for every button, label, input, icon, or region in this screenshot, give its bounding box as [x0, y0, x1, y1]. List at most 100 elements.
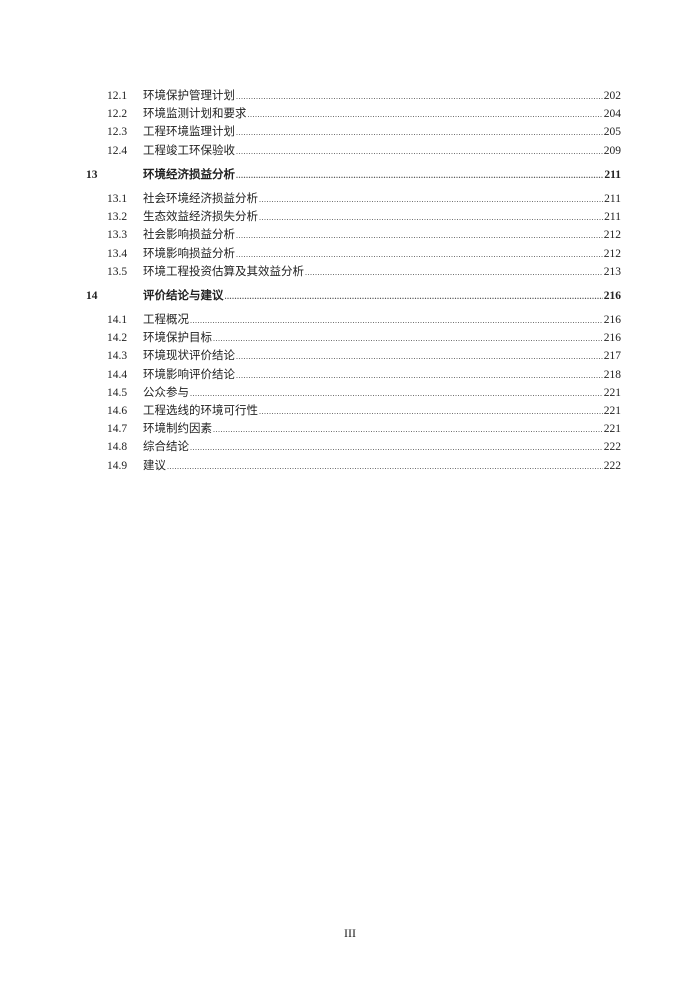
toc-chapter-entry[interactable]: 14 评价结论与建议...............................…	[86, 287, 621, 305]
toc-entry-page: 212	[603, 229, 621, 242]
toc-dot-leader: ........................................…	[190, 443, 603, 453]
toc-entry-number: 13.5	[107, 265, 128, 278]
toc-entry-page: 205	[603, 126, 621, 139]
toc-entry-title: 综合结论	[143, 441, 189, 454]
toc-entry-title: 工程环境监理计划	[143, 126, 235, 139]
toc-entry-page: 217	[603, 350, 621, 363]
toc-entry-page: 211	[604, 192, 621, 205]
toc-entry-title: 环境保护管理计划	[143, 90, 235, 102]
toc-entry-page: 211	[604, 211, 621, 224]
toc-dot-leader: ........................................…	[236, 128, 603, 138]
toc-dot-leader: ........................................…	[190, 316, 603, 326]
toc-entry-number: 13.1	[107, 192, 128, 205]
toc-entry-number: 14.4	[107, 368, 128, 381]
toc-section-entry[interactable]: 12.3 工程环境监理计划............................…	[86, 123, 621, 141]
toc-dot-leader: ........................................…	[259, 194, 603, 204]
toc-entry-title: 生态效益经济损失分析	[143, 211, 258, 224]
toc-entry-number: 12.3	[107, 126, 128, 139]
toc-dot-leader: ........................................…	[190, 388, 603, 398]
toc-dot-leader: ........................................…	[259, 213, 603, 223]
toc-entry-number: 13	[86, 168, 98, 181]
toc-entry-page: 221	[603, 386, 621, 399]
toc-dot-leader: ........................................…	[213, 334, 603, 344]
toc-section-entry[interactable]: 13.2 生态效益经济损失分析..........................…	[86, 208, 621, 226]
toc-entry-title: 建议	[143, 459, 166, 472]
toc-entry-number: 12.4	[107, 144, 128, 157]
toc-entry-page: 211	[604, 168, 621, 181]
toc-section-entry[interactable]: 14.3 环境现状评价结论............................…	[86, 347, 621, 365]
toc-section-entry[interactable]: 14.7 环境制约因素..............................…	[86, 420, 621, 438]
toc-entry-title: 工程概况	[143, 314, 189, 327]
toc-section-entry[interactable]: 13.1 社会环境经济损益分析..........................…	[86, 190, 621, 208]
toc-entry-number: 14.6	[107, 405, 128, 417]
toc-entry-page: 213	[603, 265, 621, 278]
toc-entry-number: 14.3	[107, 350, 128, 363]
toc-entry-title: 环境制约因素	[143, 423, 212, 436]
toc-section-entry[interactable]: 14.4 环境影响评价结论............................…	[86, 366, 621, 384]
toc-dot-leader: ........................................…	[224, 291, 603, 301]
toc-entry-number: 12.1	[107, 90, 128, 102]
toc-dot-leader: ........................................…	[236, 92, 603, 101]
page-number: III	[344, 926, 356, 940]
toc-entry-title: 环境影响评价结论	[143, 368, 235, 381]
toc-section-entry[interactable]: 12.4 工程竣工环保验收............................…	[86, 142, 621, 160]
toc-entry-title: 社会影响损益分析	[143, 229, 235, 242]
toc-dot-leader: ........................................…	[305, 267, 603, 277]
toc-entry-number: 13.2	[107, 211, 128, 224]
toc-section-entry[interactable]: 12.2 环境监测计划和要求...........................…	[86, 105, 621, 123]
toc-entry-page: 202	[603, 90, 621, 102]
toc-entry-title: 环境监测计划和要求	[143, 108, 247, 121]
toc-entry-number: 13.3	[107, 229, 128, 242]
toc-entry-number: 14.9	[107, 459, 128, 472]
toc-dot-leader: ........................................…	[236, 231, 603, 241]
toc-entry-number: 13.4	[107, 247, 128, 260]
toc-entry-number: 14.8	[107, 441, 128, 454]
toc-section-entry[interactable]: 14.9 建议..................................…	[86, 457, 621, 475]
toc-section-entry[interactable]: 14.6 工程选线的环境可行性..........................…	[86, 402, 621, 420]
toc-entry-title: 工程选线的环境可行性	[143, 405, 258, 417]
toc-dot-leader: ........................................…	[236, 370, 603, 380]
toc-entry-page: 209	[603, 144, 621, 157]
toc-section-entry[interactable]: 13.3 社会影响损益分析............................…	[86, 226, 621, 244]
toc-entry-page: 216	[603, 289, 621, 302]
table-of-contents: 12.1 环境保护管理计划............................…	[86, 87, 621, 475]
toc-section-entry[interactable]: 12.1 环境保护管理计划............................…	[86, 87, 621, 105]
toc-entry-title: 公众参与	[143, 386, 189, 399]
toc-entry-title: 环境现状评价结论	[143, 350, 235, 363]
toc-entry-page: 216	[603, 332, 621, 345]
toc-entry-title: 环境经济损益分析	[143, 168, 235, 181]
toc-section-entry[interactable]: 14.2 环境保护目标..............................…	[86, 329, 621, 347]
toc-entry-number: 12.2	[107, 108, 128, 121]
toc-entry-number: 14	[86, 289, 98, 302]
toc-entry-title: 环境工程投资估算及其效益分析	[143, 265, 304, 278]
toc-section-entry[interactable]: 13.5 环境工程投资估算及其效益分析......................…	[86, 263, 621, 281]
toc-dot-leader: ........................................…	[236, 249, 603, 259]
toc-entry-number: 14.7	[107, 423, 128, 436]
toc-entry-page: 221	[603, 423, 621, 436]
toc-section-entry[interactable]: 13.4 环境影响损益分析............................…	[86, 245, 621, 263]
toc-dot-leader: ........................................…	[247, 110, 603, 120]
toc-section-entry[interactable]: 14.5 公众参与................................…	[86, 384, 621, 402]
toc-section-entry[interactable]: 14.1 工程概况................................…	[86, 311, 621, 329]
toc-entry-title: 工程竣工环保验收	[143, 144, 235, 157]
toc-dot-leader: ........................................…	[167, 461, 603, 471]
toc-entry-number: 14.2	[107, 332, 128, 345]
toc-entry-page: 204	[603, 108, 621, 121]
toc-entry-page: 218	[603, 368, 621, 381]
toc-dot-leader: ........................................…	[213, 425, 603, 435]
toc-dot-leader: ........................................…	[236, 352, 603, 362]
toc-entry-title: 环境影响损益分析	[143, 247, 235, 260]
toc-dot-leader: ........................................…	[259, 407, 603, 416]
toc-entry-title: 环境保护目标	[143, 332, 212, 345]
toc-dot-leader: ........................................…	[236, 170, 604, 180]
toc-entry-title: 评价结论与建议	[143, 289, 224, 302]
toc-chapter-entry[interactable]: 13 环境经济损益分析..............................…	[86, 166, 621, 184]
toc-dot-leader: ........................................…	[236, 146, 603, 156]
toc-entry-title: 社会环境经济损益分析	[143, 192, 258, 205]
toc-entry-page: 222	[603, 459, 621, 472]
toc-entry-page: 216	[603, 314, 621, 327]
toc-entry-page: 222	[603, 441, 621, 454]
toc-section-entry[interactable]: 14.8 综合结论................................…	[86, 438, 621, 456]
toc-entry-number: 14.1	[107, 314, 128, 327]
toc-entry-page: 212	[603, 247, 621, 260]
